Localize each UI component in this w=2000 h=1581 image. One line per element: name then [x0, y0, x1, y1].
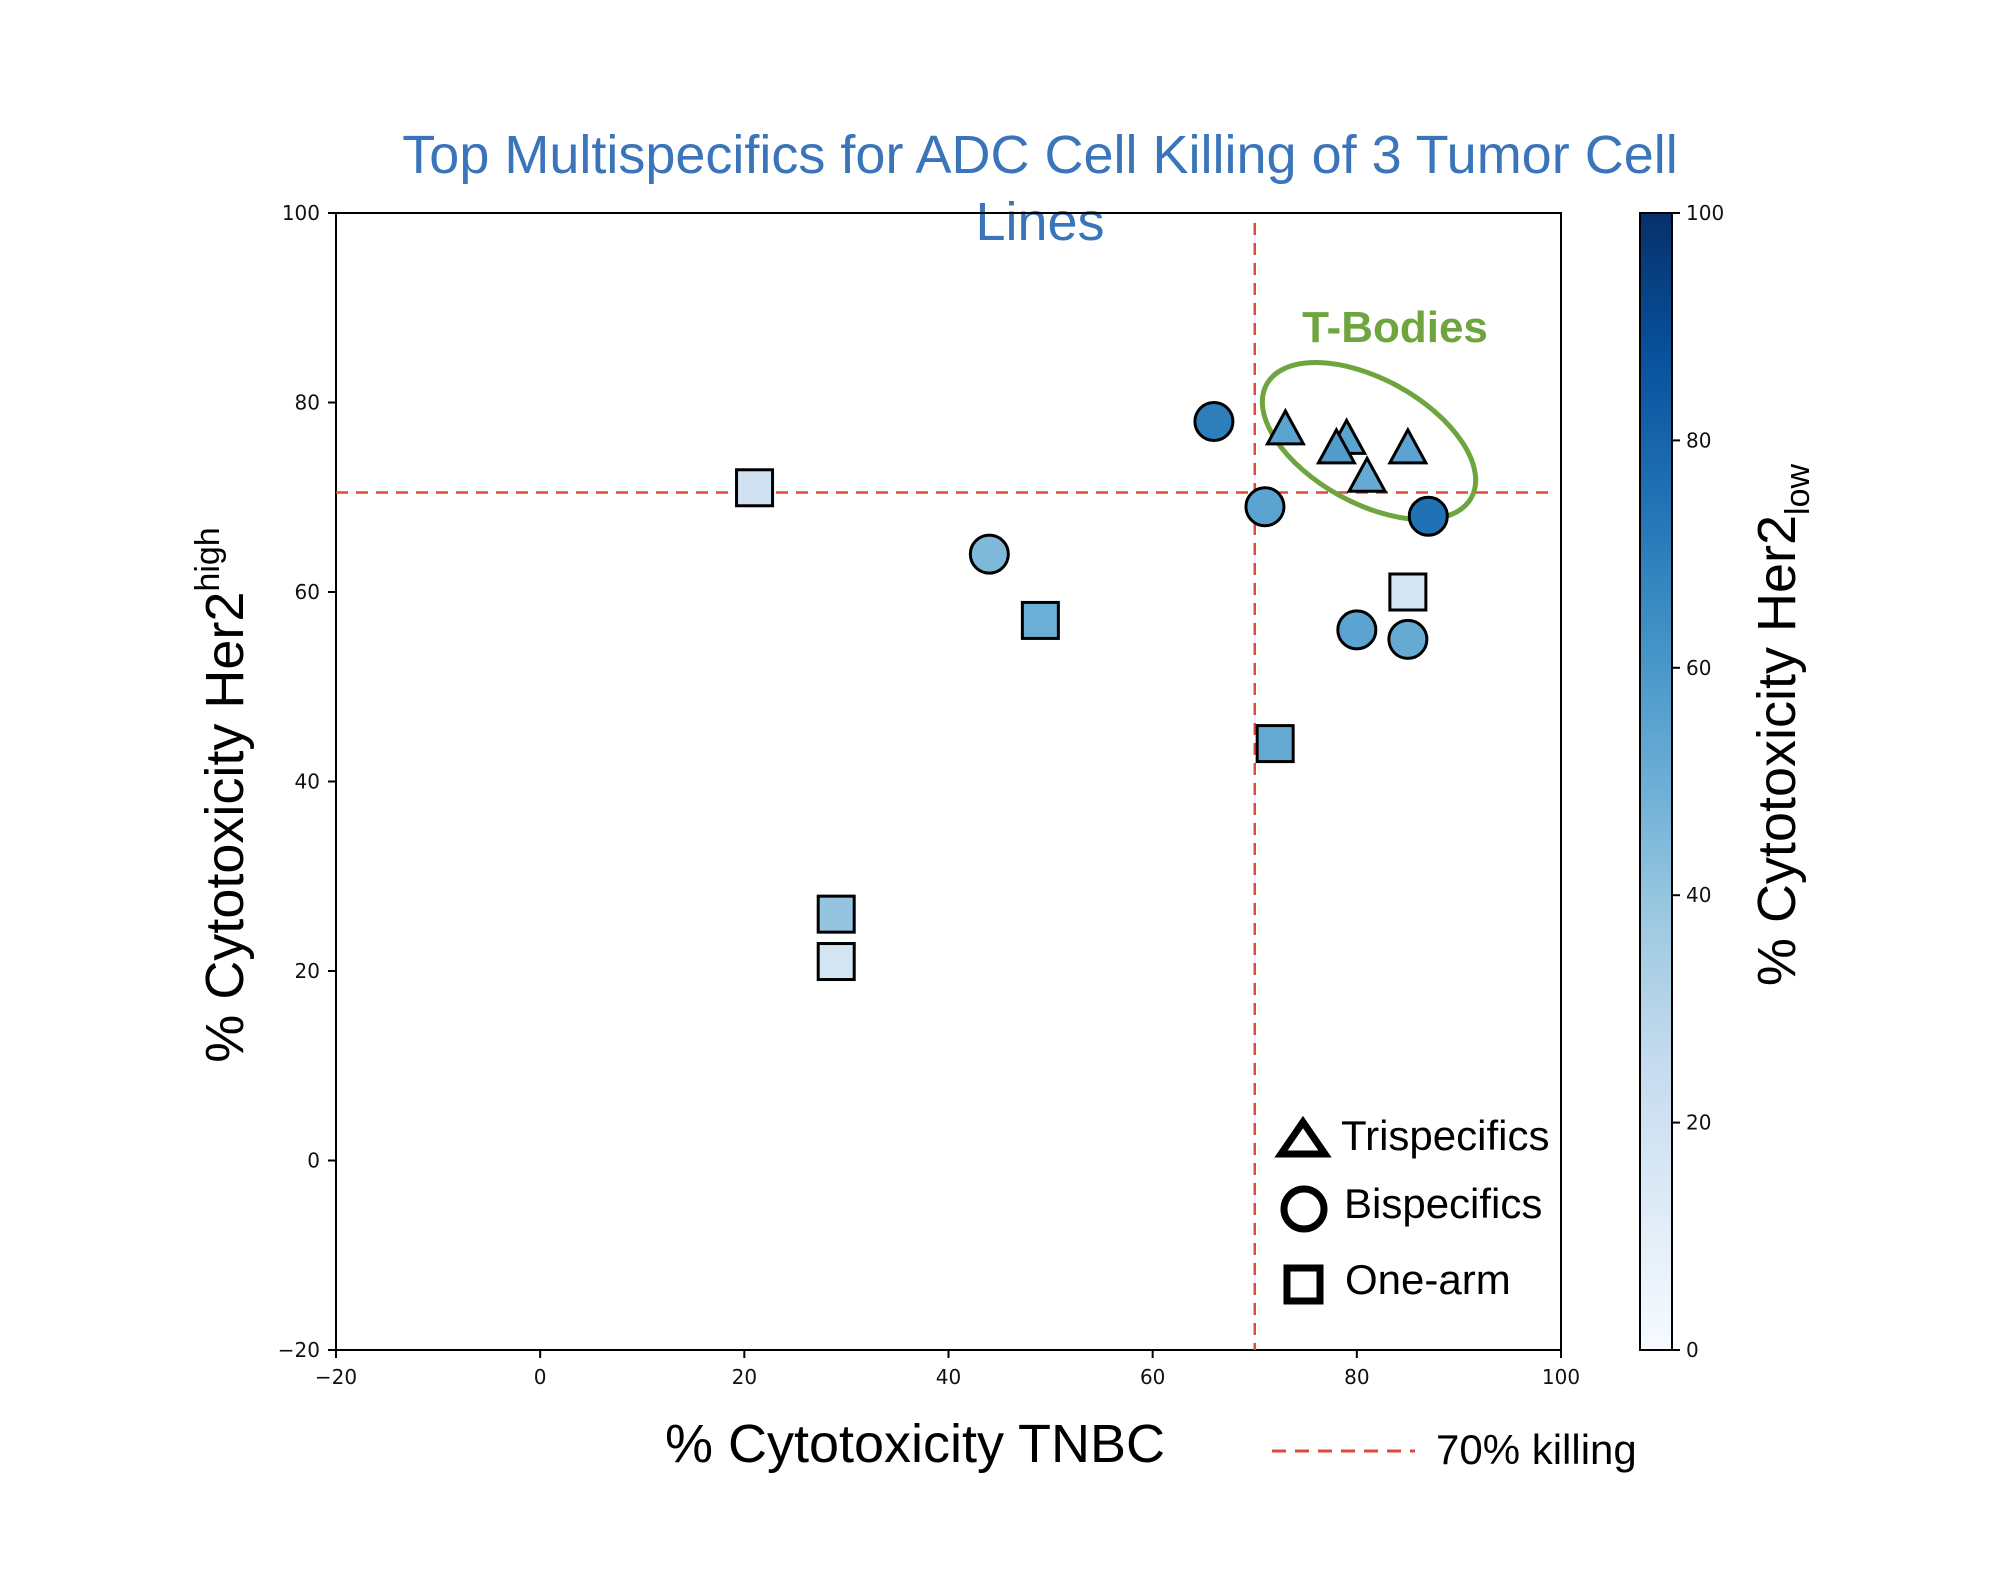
colorbar-tick-label: 20: [1686, 1111, 1711, 1135]
y-tick-label: 100: [282, 201, 320, 225]
one-arm-point: [1020, 600, 1060, 640]
legend: Trispecifics Bispecifics One-arm: [1274, 1112, 1549, 1305]
x-tick-label: −20: [315, 1365, 357, 1389]
bispecific-point: [1387, 618, 1429, 660]
x-axis-label: % Cytotoxicity TNBC: [665, 1414, 1165, 1474]
one-arm-point: [816, 894, 856, 934]
y-tick-label: −20: [278, 1338, 320, 1362]
colorbar-label-subscript: low: [1779, 463, 1817, 514]
x-tick-label: 100: [1542, 1365, 1580, 1389]
legend-circle-marker: [1280, 1185, 1328, 1233]
legend-label-one-arm: One-arm: [1345, 1256, 1511, 1303]
y-tick-label: 60: [295, 580, 320, 604]
y-tick-label: 20: [295, 959, 320, 983]
y-axis-label-base: % Cytotoxicity Her2: [195, 592, 255, 1063]
bispecific-point: [968, 533, 1010, 575]
y-tick-label: 80: [295, 391, 320, 415]
bispecific-point: [1407, 495, 1449, 537]
chart-title-line-1: Top Multispecifics for ADC Cell Killing …: [402, 125, 1677, 185]
trispecific-point: [1264, 407, 1306, 446]
x-tick-label: 0: [534, 1365, 547, 1389]
colorbar-ticks: 0 20 40 60 80 100: [1672, 201, 1724, 1362]
one-arm-point: [1388, 572, 1428, 612]
bispecific-point: [1193, 400, 1235, 442]
x-tick-label: 80: [1344, 1365, 1369, 1389]
legend-label-bispecifics: Bispecifics: [1344, 1180, 1542, 1227]
bispecific-point: [1244, 486, 1286, 528]
y-axis-label-superscript: high: [189, 527, 227, 591]
threshold-lines: [336, 223, 1551, 1350]
x-tick-label: 60: [1140, 1365, 1165, 1389]
t-bodies-label: T-Bodies: [1302, 303, 1488, 352]
y-axis-label: % Cytotoxicity Her2high: [189, 527, 255, 1062]
y-tick-label: 0: [307, 1149, 320, 1173]
t-bodies-ellipse: [1259, 360, 1479, 522]
colorbar-tick-label: 80: [1686, 428, 1711, 452]
chart-title-line-2: Lines: [975, 192, 1104, 252]
colorbar: [1639, 212, 1673, 1351]
colorbar-label: % Cytotoxicity Her2low: [1747, 463, 1817, 986]
one-arm-point: [816, 942, 856, 982]
colorbar-tick-label: 100: [1686, 201, 1724, 225]
trispecific-point: [1315, 426, 1357, 465]
data-points: [735, 400, 1449, 982]
x-tick-label: 20: [732, 1365, 757, 1389]
y-tick-label: 40: [295, 770, 320, 794]
legend-triangle-marker: [1274, 1115, 1332, 1158]
colorbar-tick-label: 60: [1686, 656, 1711, 680]
trispecific-point: [1346, 455, 1388, 493]
one-arm-point: [1255, 724, 1295, 764]
colorbar-tick-label: 40: [1686, 883, 1711, 907]
colorbar-tick-label: 0: [1686, 1338, 1699, 1362]
threshold-legend-label: 70% killing: [1436, 1426, 1637, 1473]
trispecific-point: [1387, 426, 1429, 465]
bispecific-point: [1336, 609, 1378, 651]
one-arm-point: [735, 468, 775, 508]
x-tick-label: 40: [936, 1365, 961, 1389]
legend-label-trispecifics: Trispecifics: [1341, 1112, 1549, 1159]
axis-ticks: −20 0 20 40 60 80 100 −20 0 20 40 60 80 100: [278, 201, 1580, 1389]
colorbar-label-base: % Cytotoxicity Her2: [1747, 515, 1807, 986]
legend-square-marker: [1283, 1264, 1324, 1305]
